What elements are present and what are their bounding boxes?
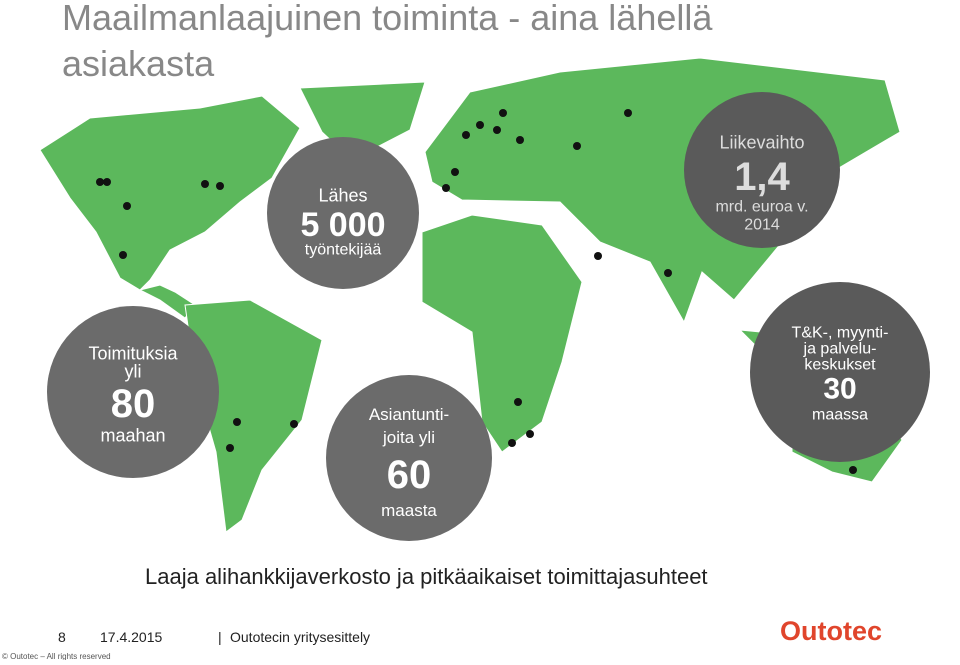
stat-circle: [750, 282, 930, 462]
stat-text: 1,4: [734, 155, 790, 199]
title: asiakasta: [62, 43, 215, 84]
stat-text: maassa: [812, 407, 868, 424]
location-dots: [96, 109, 857, 474]
stat-text: ja palvelu-: [803, 341, 877, 358]
subtitle: Laaja alihankkijaverkosto ja pitkäaikais…: [145, 564, 708, 589]
separator: |: [218, 629, 222, 645]
date: 17.4.2015: [100, 629, 162, 645]
stat-circle: [47, 306, 219, 478]
presentation-name: Outotecin yritysesittely: [230, 629, 370, 645]
stat-text: 2014: [744, 217, 780, 234]
stat-circle: [267, 137, 419, 289]
copyright: © Outotec – All rights reserved: [2, 652, 111, 660]
stat-text: maasta: [381, 501, 437, 520]
stat-circle: [326, 375, 492, 541]
logo: Outotec: [780, 616, 882, 646]
stat-text: Lähes: [318, 185, 367, 205]
stat-text: Toimituksia: [88, 343, 178, 363]
stat-text: työntekijää: [305, 242, 382, 259]
stat-text: 30: [823, 373, 856, 406]
stat-text: 60: [387, 453, 432, 497]
stat-text: keskukset: [804, 357, 876, 374]
stat-text: Liikevaihto: [719, 132, 804, 152]
stat-text: T&K-, myynti-: [792, 325, 889, 342]
title: Maailmanlaajuinen toiminta - aina lähell…: [62, 0, 713, 38]
stat-text: maahan: [100, 425, 165, 445]
stat-text: 80: [111, 382, 156, 426]
stat-text: mrd. euroa v.: [715, 199, 808, 216]
stat-text: yli: [125, 361, 142, 381]
page-number: 8: [58, 629, 66, 645]
stat-text: 5 000: [300, 206, 385, 244]
stat-text: Asiantunti-: [369, 405, 449, 424]
stat-text: joita yli: [382, 428, 435, 447]
stat-circle: [684, 92, 840, 248]
